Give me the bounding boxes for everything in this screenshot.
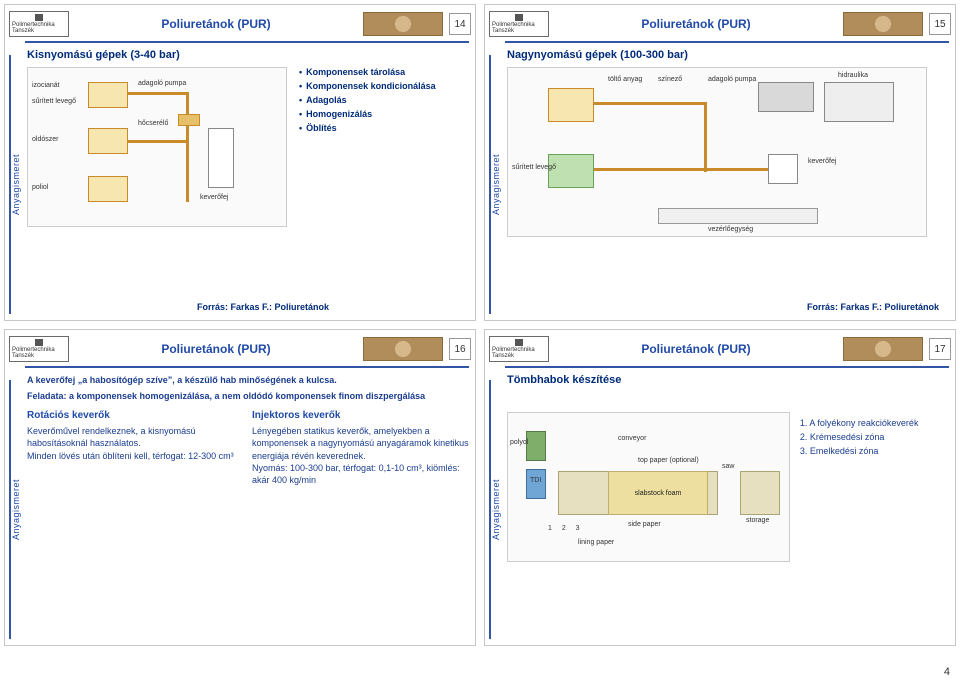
dgm-label: 1 2 3 — [548, 525, 584, 532]
bullet: Öblítés — [299, 123, 436, 133]
sidebar-label: Anyagismeret — [9, 380, 23, 639]
dgm-label: saw — [722, 463, 734, 470]
numbered-list: 1. A folyékony reakciókeverék 2. Krémese… — [800, 374, 949, 562]
dgm-label: vezérlőegység — [708, 226, 753, 233]
page-number: 14 — [449, 13, 471, 35]
dgm-label: top paper (optional) — [638, 457, 699, 464]
slide-body: A keverőfej „a habosítógép szíve”, a kés… — [27, 374, 469, 639]
source-text: Forrás: Farkas F.: Poliuretánok — [197, 302, 329, 312]
sidebar-label: Anyagismeret — [489, 55, 503, 314]
dgm-label: adagoló pumpa — [708, 76, 756, 83]
dept-logo: Polimertechnika Tanszék — [9, 11, 69, 37]
slide-14: Polimertechnika Tanszék Poliuretánok (PU… — [4, 4, 476, 321]
bullet: Homogenizálás — [299, 109, 436, 119]
column-header-left: Rotációs keverők — [27, 410, 244, 421]
column-text-right: Lényegében statikus keverők, amelyekben … — [252, 425, 469, 486]
dgm-label: sűrített levegő — [32, 98, 76, 105]
low-pressure-diagram: izocianát sűrített levegő oldószer polio… — [27, 67, 287, 227]
column-header-right: Injektoros keverők — [252, 410, 469, 421]
dgm-label: lining paper — [578, 539, 614, 546]
sidebar-label: Anyagismeret — [9, 55, 23, 314]
university-emblem — [843, 12, 923, 36]
list-item: 2. Krémesedési zóna — [800, 432, 949, 442]
dgm-label: keverőfej — [808, 158, 836, 165]
dgm-label: keverőfej — [200, 194, 228, 201]
dgm-label: storage — [746, 517, 769, 524]
bullet: Komponensek tárolása — [299, 67, 436, 77]
dept-logo-text: Polimertechnika Tanszék — [492, 347, 546, 359]
sidebar-label: Anyagismeret — [489, 380, 503, 639]
dept-logo-text: Polimertechnika Tanszék — [12, 347, 66, 359]
header-rule — [505, 366, 949, 368]
dgm-label: töltő anyag — [608, 76, 642, 83]
dept-logo: Polimertechnika Tanszék — [9, 336, 69, 362]
dgm-label: adagoló pumpa — [138, 80, 186, 87]
dgm-label: színező — [658, 76, 682, 83]
intro-text-2: Feladata: a komponensek homogenizálása, … — [27, 390, 469, 402]
slide-title: Poliuretánok (PUR) — [75, 342, 357, 356]
slide-title: Poliuretánok (PUR) — [75, 17, 357, 31]
page-number: 15 — [929, 13, 951, 35]
footer-page-number: 4 — [944, 666, 950, 678]
university-emblem — [363, 337, 443, 361]
slide-body: Tömbhabok készítése polyol TDI slabstock… — [507, 374, 949, 639]
bullet: Komponensek kondicionálása — [299, 81, 436, 91]
dept-logo-text: Polimertechnika Tanszék — [492, 22, 546, 34]
slide-body: Nagynyomású gépek (100-300 bar) töltő an… — [507, 49, 949, 314]
list-item: 3. Emelkedési zóna — [800, 446, 949, 456]
slide-15: Polimertechnika Tanszék Poliuretánok (PU… — [484, 4, 956, 321]
university-emblem — [363, 12, 443, 36]
slide-title: Poliuretánok (PUR) — [555, 342, 837, 356]
slide-17: Polimertechnika Tanszék Poliuretánok (PU… — [484, 329, 956, 646]
list-item: 1. A folyékony reakciókeverék — [800, 418, 949, 428]
header-rule — [25, 366, 469, 368]
intro-text: A keverőfej „a habosítógép szíve”, a kés… — [27, 374, 469, 386]
column-text-left: Keverőművel rendelkeznek, a kisnyomású h… — [27, 425, 244, 461]
dgm-label: conveyor — [618, 435, 646, 442]
dgm-label: izocianát — [32, 82, 60, 89]
slide-title: Poliuretánok (PUR) — [555, 17, 837, 31]
dgm-label: hidraulika — [838, 72, 868, 79]
subtitle: Nagynyomású gépek (100-300 bar) — [507, 49, 949, 61]
source-text: Forrás: Farkas F.: Poliuretánok — [807, 302, 939, 312]
dgm-label: poliol — [32, 184, 48, 191]
slide-16: Polimertechnika Tanszék Poliuretánok (PU… — [4, 329, 476, 646]
slide-header: Polimertechnika Tanszék Poliuretánok (PU… — [489, 9, 951, 39]
page-number: 17 — [929, 338, 951, 360]
header-rule — [25, 41, 469, 43]
slide-header: Polimertechnika Tanszék Poliuretánok (PU… — [489, 334, 951, 364]
bullet: Adagolás — [299, 95, 436, 105]
bullet-list: Komponensek tárolása Komponensek kondici… — [299, 67, 436, 227]
high-pressure-diagram: töltő anyag színező adagoló pumpa hidrau… — [507, 67, 927, 237]
subtitle: Kisnyomású gépek (3-40 bar) — [27, 49, 469, 61]
dgm-label: oldószer — [32, 136, 58, 143]
dgm-label: hőcserélő — [138, 120, 168, 127]
dept-logo: Polimertechnika Tanszék — [489, 11, 549, 37]
dgm-label: sűrített levegő — [512, 164, 556, 171]
slide-header: Polimertechnika Tanszék Poliuretánok (PU… — [9, 334, 471, 364]
dept-logo-text: Polimertechnika Tanszék — [12, 22, 66, 34]
dgm-label: side paper — [628, 521, 661, 528]
university-emblem — [843, 337, 923, 361]
header-rule — [505, 41, 949, 43]
dgm-label: TDI — [530, 477, 541, 484]
slabstock-diagram: polyol TDI slabstock foam conveyor top p… — [507, 412, 790, 562]
dgm-label: slabstock foam — [608, 471, 708, 515]
subtitle: Tömbhabok készítése — [507, 374, 790, 386]
dgm-label: polyol — [510, 439, 528, 446]
slide-body: Kisnyomású gépek (3-40 bar) izocianát sű… — [27, 49, 469, 314]
page-number: 16 — [449, 338, 471, 360]
slide-header: Polimertechnika Tanszék Poliuretánok (PU… — [9, 9, 471, 39]
dept-logo: Polimertechnika Tanszék — [489, 336, 549, 362]
